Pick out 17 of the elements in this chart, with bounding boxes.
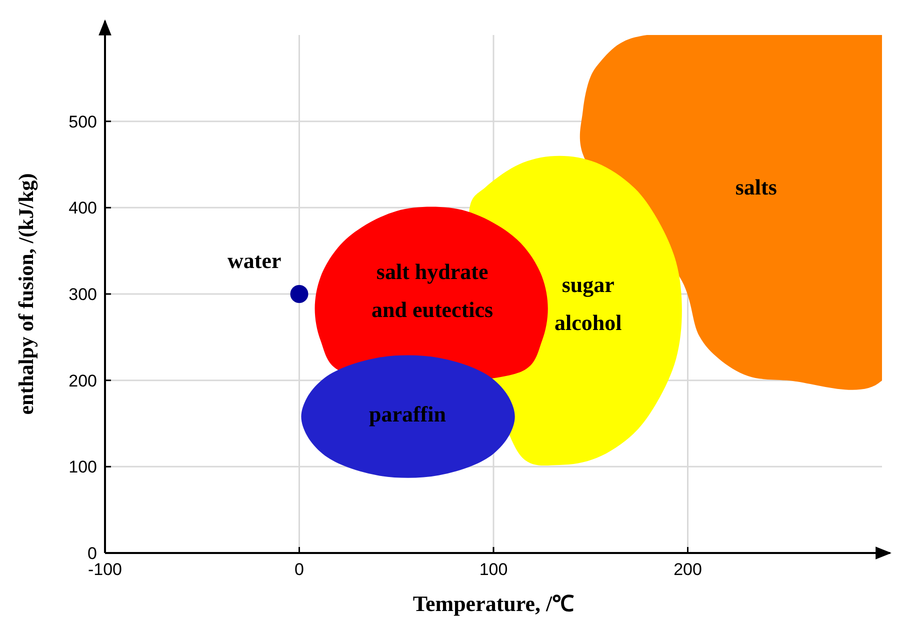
x-tick-label: -100 (88, 560, 122, 579)
x-tick-label: 0 (294, 560, 304, 579)
series-label: salts (735, 174, 778, 200)
y-tick-label: 500 (68, 112, 97, 132)
x-tick-label: 100 (479, 560, 508, 579)
series-label: water (228, 248, 282, 273)
y-tick-label: 0 (88, 544, 97, 563)
y-tick-label: 300 (68, 284, 97, 304)
x-tick-label: 200 (674, 560, 702, 579)
y-axis-title: enthalpy of fusion, /(kJ/kg) (14, 173, 38, 415)
x-axis-title: Temperature, /℃ (412, 591, 574, 616)
series-label: paraffin (368, 402, 446, 427)
series-label: sugar alcohol (554, 272, 622, 335)
y-tick-label: 100 (68, 458, 97, 477)
y-tick-label: 200 (68, 371, 97, 390)
y-tick-label: 400 (68, 198, 97, 218)
series-label: salt hydrate and eutectics (372, 258, 494, 322)
